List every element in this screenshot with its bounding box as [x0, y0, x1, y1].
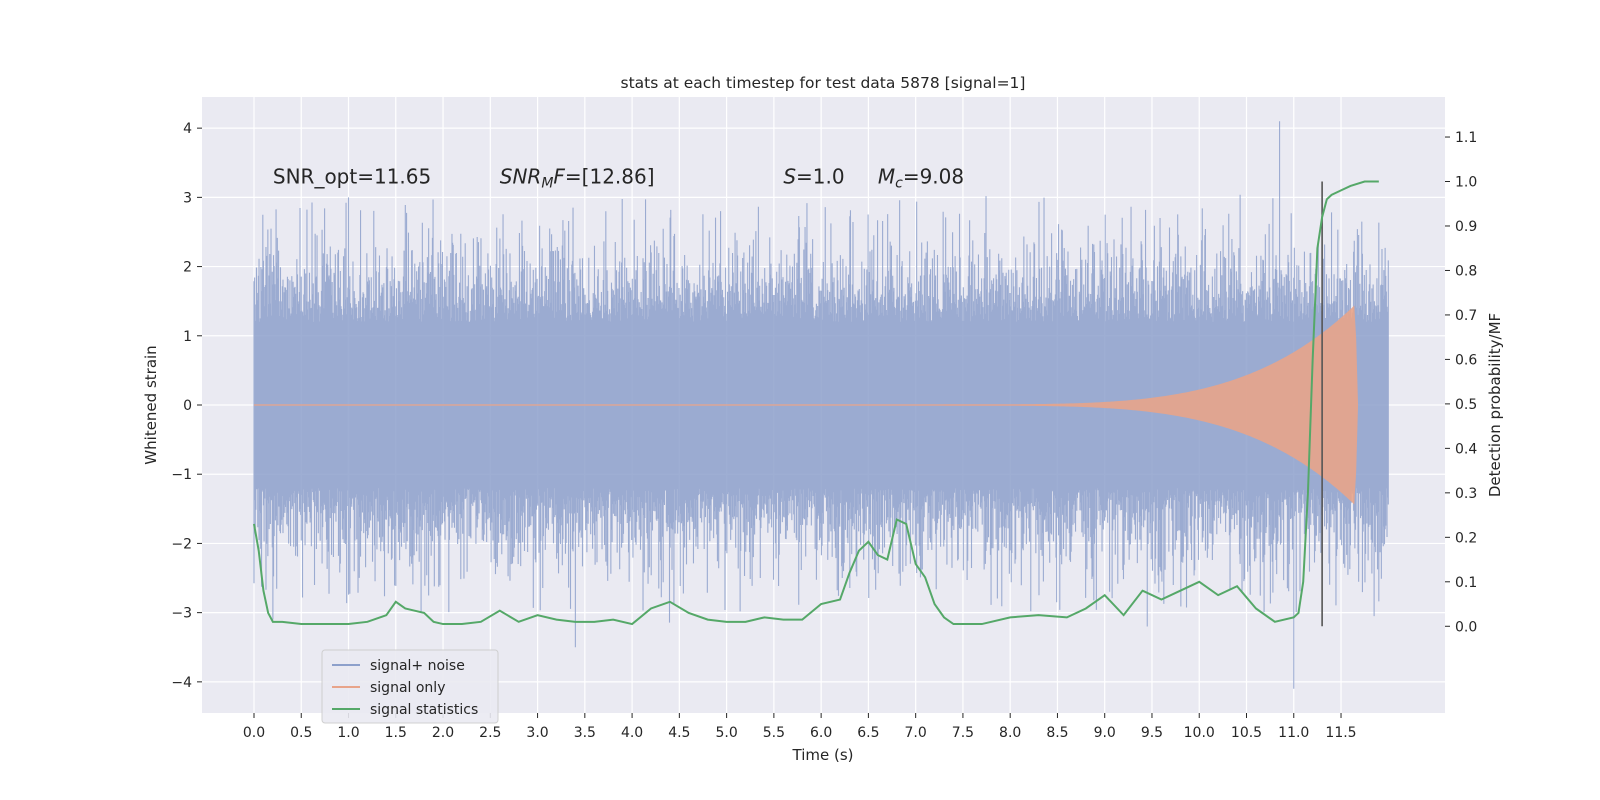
y2-tick-label: 0.4 [1455, 441, 1477, 457]
x-tick-label: 4.0 [621, 725, 643, 741]
x-tick-label: 7.5 [952, 725, 974, 741]
annotation-part: F [553, 165, 565, 189]
annotation-part: SNR_opt=11.65 [273, 165, 431, 189]
x-tick-label: 3.5 [574, 725, 596, 741]
y-tick-label: 2 [183, 260, 192, 276]
y-tick-label: 1 [183, 329, 192, 345]
annotation-part: =9.08 [903, 165, 964, 189]
x-tick-label: 6.5 [857, 725, 879, 741]
legend-label: signal+ noise [370, 658, 465, 674]
x-tick-label: 9.0 [1094, 725, 1116, 741]
y-tick-label: −3 [171, 606, 192, 622]
y-tick-label: −2 [171, 536, 192, 552]
stat-annotation: Mc=9.08 [878, 165, 964, 192]
annotation-part: =1.0 [796, 165, 845, 189]
stat-annotation: SNRMF=[12.86] [500, 165, 655, 192]
y2-tick-label: 0.1 [1455, 575, 1477, 591]
y-tick-label: −1 [171, 467, 192, 483]
x-tick-label: 4.5 [668, 725, 690, 741]
legend-label: signal only [370, 680, 445, 696]
x-tick-label: 1.0 [337, 725, 359, 741]
annotation-part: c [895, 176, 903, 192]
y2-tick-label: 0.8 [1455, 263, 1477, 279]
signal-statistics-series [253, 180, 1379, 627]
chart-title: stats at each timestep for test data 587… [621, 74, 1026, 92]
x-tick-label: 7.0 [905, 725, 927, 741]
y2-axis-label: Detection probability/MF [1486, 313, 1504, 497]
x-tick-label: 5.5 [763, 725, 785, 741]
y2-tick-label: 1.1 [1455, 130, 1477, 146]
y2-tick-label: 0.3 [1455, 486, 1477, 502]
x-tick-label: 3.0 [526, 725, 548, 741]
annotation-part: S [783, 165, 796, 189]
annotation-part: M [878, 165, 895, 189]
y2-tick-label: 0.5 [1455, 397, 1477, 413]
y-tick-label: −4 [171, 675, 192, 691]
y-tick-label: 4 [183, 121, 192, 137]
y2-tick-label: 0.0 [1455, 619, 1477, 635]
stat-annotation: S=1.0 [783, 165, 844, 189]
x-tick-label: 11.5 [1325, 725, 1356, 741]
y2-tick-label: 0.6 [1455, 352, 1477, 368]
x-tick-label: 2.5 [479, 725, 501, 741]
x-tick-label: 10.5 [1231, 725, 1262, 741]
x-tick-label: 0.0 [243, 725, 265, 741]
signal-only-envelope [944, 305, 1359, 505]
y2-tick-label: 0.7 [1455, 308, 1477, 324]
annotation-part: =[12.86] [565, 165, 655, 189]
x-axis-label: Time (s) [792, 746, 854, 764]
y-tick-label: 3 [183, 190, 192, 206]
x-tick-label: 8.0 [999, 725, 1021, 741]
axis-ticks: 0.0 0.5 1.0 1.5 2.0 2.5 3.0 3.5 4.0 4.5 5.0 5.5 6.0 6… [171, 121, 1477, 741]
signal-only-series [253, 305, 1359, 505]
legend: signal+ noise signal only signal statistic… [321, 649, 499, 724]
y-axis-label: Whitened strain [142, 345, 160, 464]
signal-statistics-line [253, 180, 1379, 626]
annotations: SNR_opt=11.65 SNRMF=[12.86] S=1.0 Mc=9.08 [273, 165, 964, 192]
x-tick-label: 10.0 [1184, 725, 1215, 741]
y-tick-label: 0 [183, 398, 192, 414]
x-tick-label: 5.0 [715, 725, 737, 741]
x-tick-label: 2.0 [432, 725, 454, 741]
x-tick-label: 9.5 [1141, 725, 1163, 741]
x-tick-label: 8.5 [1046, 725, 1068, 741]
y2-tick-label: 0.9 [1455, 219, 1477, 235]
y2-tick-label: 1.0 [1455, 175, 1477, 191]
stat-annotation: SNR_opt=11.65 [273, 165, 431, 189]
x-tick-label: 0.5 [290, 725, 312, 741]
y2-tick-label: 0.2 [1455, 530, 1477, 546]
annotation-part: M [541, 176, 553, 192]
legend-box [321, 649, 499, 724]
legend-label: signal statistics [370, 702, 478, 718]
x-tick-label: 1.5 [385, 725, 407, 741]
x-tick-label: 6.0 [810, 725, 832, 741]
x-tick-label: 11.0 [1278, 725, 1309, 741]
annotation-part: SNR [500, 165, 542, 189]
